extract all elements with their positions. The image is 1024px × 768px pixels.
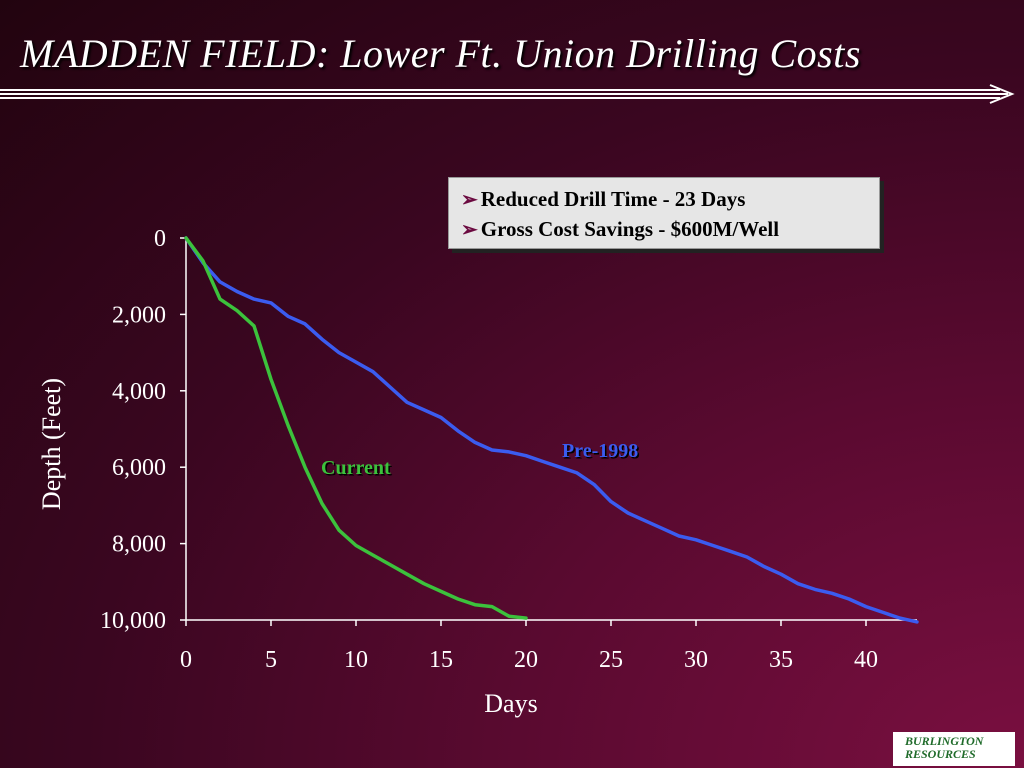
- slide-title: MADDEN FIELD: Lower Ft. Union Drilling C…: [20, 31, 861, 76]
- logo-line-2: RESOURCES: [905, 747, 976, 761]
- y-tick-label: 8,000: [112, 532, 166, 558]
- x-axis-title: Days: [484, 689, 537, 718]
- series-line-pre-1998: [184, 236, 919, 624]
- x-tick-label: 20: [514, 647, 538, 673]
- x-tick-label: 25: [599, 647, 623, 673]
- y-tick-label: 4,000: [112, 379, 166, 405]
- bullet-drill-time-text: Reduced Drill Time - 23 Days: [480, 186, 746, 211]
- bullet-cost-savings: ➢ Gross Cost Savings - $600M/Well: [461, 214, 879, 244]
- y-axis-title: Depth (Feet): [37, 378, 66, 510]
- series-label-pre-1998: Pre-1998: [562, 440, 638, 462]
- logo-line-1: BURLINGTON: [905, 734, 984, 748]
- key-results-callout: ➢ Reduced Drill Time - 23 Days ➢ Gross C…: [448, 177, 880, 249]
- x-tick-label: 10: [344, 647, 368, 673]
- series-line-current: [184, 236, 528, 620]
- y-tick-label: 0: [154, 226, 166, 252]
- y-tick-label: 2,000: [112, 302, 166, 328]
- y-tick-label: 6,000: [112, 455, 166, 481]
- y-tick-label: 10,000: [100, 608, 166, 634]
- bullet-drill-time: ➢ Reduced Drill Time - 23 Days: [461, 184, 879, 214]
- series-label-current: Current: [321, 457, 391, 479]
- x-tick-label: 40: [854, 647, 878, 673]
- arrow-bullet-icon: ➢: [461, 188, 478, 211]
- series-label-shadow: Pre-1998: [564, 442, 640, 464]
- title-underline-arrow: [0, 84, 1015, 104]
- series-label-shadow: Current: [323, 459, 393, 481]
- x-tick-label: 15: [429, 647, 453, 673]
- x-tick-label: 30: [684, 647, 708, 673]
- x-tick-label: 5: [265, 647, 277, 673]
- burlington-resources-logo: BURLINGTON RESOURCES: [893, 732, 1015, 766]
- bullet-cost-savings-text: Gross Cost Savings - $600M/Well: [480, 216, 780, 241]
- x-tick-label: 0: [180, 647, 192, 673]
- x-tick-label: 35: [769, 647, 793, 673]
- arrow-bullet-icon: ➢: [461, 218, 478, 241]
